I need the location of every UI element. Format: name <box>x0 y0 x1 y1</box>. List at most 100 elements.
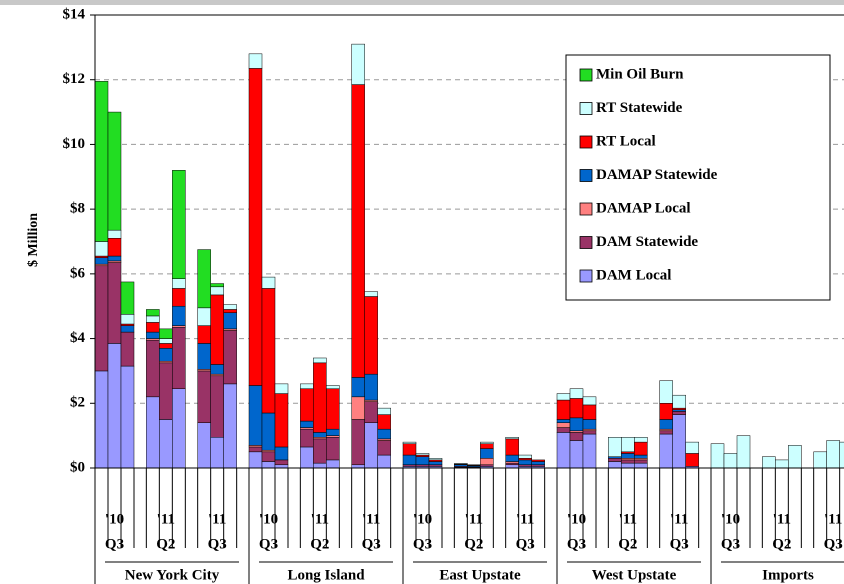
bar-segment <box>326 459 340 469</box>
bar-segment <box>351 419 365 466</box>
bar-segment <box>364 422 378 469</box>
bar-segment <box>146 396 160 469</box>
group-label: Imports <box>762 567 814 583</box>
period-label: '10 <box>721 511 740 527</box>
bar-segment <box>556 399 571 420</box>
bar-segment <box>659 403 673 420</box>
bar-segment <box>351 43 365 85</box>
bar-segment <box>248 446 263 453</box>
bar-segment <box>685 453 699 467</box>
legend-swatch <box>579 169 593 182</box>
bar-segment <box>146 309 160 317</box>
legend-label: DAM Local <box>596 267 671 283</box>
legend-swatch <box>579 135 593 149</box>
bar-segment <box>364 296 378 375</box>
period-label: Q2 <box>618 536 637 552</box>
bar-segment <box>107 229 122 239</box>
bar-segment <box>531 459 545 462</box>
bar-segment <box>300 446 314 469</box>
y-tick-label: $10 <box>63 136 86 152</box>
bar-segment <box>223 312 237 330</box>
y-tick-label: $0 <box>70 459 85 475</box>
y-axis-label: $ Million <box>26 213 41 267</box>
bar-segment <box>210 283 224 288</box>
bar-segment <box>197 325 211 344</box>
bar-segment <box>223 304 237 310</box>
bar-segment <box>428 458 443 461</box>
bar-segment <box>300 383 314 389</box>
period-label: '11 <box>824 511 842 527</box>
bar-segment <box>159 419 173 469</box>
period-label: Q2 <box>772 536 791 552</box>
bar-segment <box>582 430 597 435</box>
period-label: Q3 <box>208 536 227 552</box>
legend-swatch <box>579 102 593 115</box>
period-label: Q3 <box>362 536 381 552</box>
bar-segment <box>402 454 417 466</box>
group-label: New York City <box>125 567 220 583</box>
bar-segment <box>569 440 584 469</box>
group-label: West Upstate <box>592 567 677 583</box>
legend-box <box>565 54 831 301</box>
bar-segment <box>261 461 276 469</box>
bar-segment <box>377 454 391 469</box>
period-label: Q3 <box>824 536 843 552</box>
bar-segment <box>120 314 135 325</box>
legend-swatch <box>579 68 593 82</box>
period-label: Q3 <box>413 536 432 552</box>
bar-segment <box>608 437 622 457</box>
bar-segment <box>172 326 186 389</box>
bar-segment <box>223 309 237 313</box>
y-tick-label: $8 <box>70 201 85 217</box>
y-tick-label: $6 <box>70 265 86 281</box>
bar-segment <box>556 422 571 428</box>
bar-segment <box>248 385 263 446</box>
bar-segment <box>556 432 571 469</box>
period-label: Q2 <box>156 536 175 552</box>
bar-segment <box>210 286 224 296</box>
bar-segment <box>569 432 584 441</box>
bar-segment <box>839 441 844 469</box>
bar-segment <box>672 411 686 415</box>
bar-segment <box>300 420 314 428</box>
bar-segment <box>672 394 686 409</box>
period-label: '11 <box>670 511 688 527</box>
period-label: Q3 <box>670 536 689 552</box>
bar-segment <box>313 357 327 364</box>
y-tick-label: $4 <box>70 330 86 346</box>
bar-segment <box>377 414 391 430</box>
bar-segment <box>634 459 648 464</box>
bar-segment <box>762 456 776 469</box>
bar-segment <box>94 370 109 469</box>
bar-segment <box>582 419 597 430</box>
bar-segment <box>261 412 276 451</box>
bar-segment <box>274 446 289 461</box>
period-label: '11 <box>465 511 483 527</box>
y-tick-label: $12 <box>63 71 86 87</box>
bar-segment <box>621 437 635 453</box>
bar-segment <box>172 170 186 279</box>
bar-segment <box>261 276 276 289</box>
period-label: '11 <box>311 511 329 527</box>
bar-segment <box>223 330 237 385</box>
bar-segment <box>480 448 494 459</box>
bar-segment <box>274 459 289 466</box>
legend-swatch <box>579 269 593 283</box>
bar-segment <box>248 68 263 386</box>
bar-segment <box>569 417 584 432</box>
bar-segment <box>723 453 738 469</box>
bar-segment <box>146 315 160 323</box>
bar-segment <box>210 375 224 438</box>
bar-segment <box>634 441 648 456</box>
bar-segment <box>197 343 211 370</box>
bar-segment <box>415 456 430 466</box>
bar-segment <box>326 428 340 436</box>
bar-segment <box>172 278 186 289</box>
period-label: '10 <box>259 511 278 527</box>
bar-segment <box>261 451 276 462</box>
bar-segment <box>313 462 327 469</box>
bar-segment <box>210 294 224 365</box>
bar-segment <box>556 393 571 401</box>
bar-segment <box>582 433 597 469</box>
bar-segment <box>197 370 211 423</box>
